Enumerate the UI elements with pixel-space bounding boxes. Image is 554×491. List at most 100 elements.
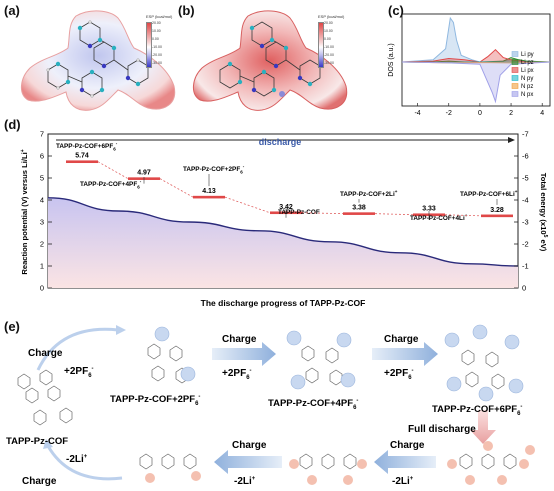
energy-level-bar [193,195,225,199]
esp-tick-a: -20.00 [152,53,162,57]
minus-2li-arc-bottom: -2Li+ [66,454,88,465]
state-sub: 6 [517,411,521,417]
dos-series-line [401,61,551,104]
dos-plot-frame [401,13,551,107]
energy-level-value: 4.13 [202,188,216,195]
esp-tick-a: -30.00 [152,61,162,65]
left-tick-label: 6 [40,152,44,161]
right-tick-label: -4 [522,196,529,205]
energy-level-label-sup: + [395,189,398,194]
energy-level-label-text: TAPP-Pz-COF+6PF [56,143,113,150]
state-sup: - [356,398,358,404]
charge-label-4: Charge [232,440,267,451]
charge-arrow-4 [214,450,282,474]
dos-x-tick-label: 4 [540,110,544,117]
li-sup: + [410,476,414,482]
esp-colorbar-a [146,22,152,68]
panel-label-c: (c) [388,3,404,18]
esp-tick-a: 20.00 [152,21,161,25]
li-text: -2Li [234,476,252,487]
state-sup: - [198,394,200,400]
right-tick-label: -2 [522,240,529,249]
potential-ylabel-left: Reaction potential (V) versus Li/Li+ [20,149,29,274]
right-tick-label: -7 [522,130,529,139]
left-tick-label: 7 [40,130,44,139]
energy-level-label: TAPP-Pz-COF+4PF6- [80,179,142,190]
energy-level-label: TAPP-Pz-COF [278,209,320,216]
dos-legend-label: N py [521,76,533,82]
esp-tick-b: 20.00 [324,21,333,25]
li-sup: + [84,454,88,460]
energy-level-label-text: TAPP-Pz-COF+4PF [80,181,137,188]
left-tick-label: 0 [40,284,44,293]
charge-arc-top-head [116,325,126,335]
li-sup: + [252,476,256,482]
molecule-2pf [147,343,189,384]
discharge-label: discharge [259,137,302,147]
energy-level-label-sup: - [140,179,142,184]
right-tick-label: -6 [522,152,529,161]
li-ions-a [145,471,201,483]
esp-tick-b: -30.00 [324,61,334,65]
energy-level-connector [301,212,344,215]
dos-legend-swatch [511,83,519,89]
left-tick-label: 2 [40,240,44,249]
pf6-ions-s6 [444,324,524,402]
energy-level-value: 3.38 [352,205,366,212]
energy-level-label-sub: 6 [240,170,243,175]
dos-legend-label: N px [521,92,533,98]
left-tick-label: 5 [40,174,44,183]
dos-x-tick-label: 0 [478,110,482,117]
dos-ylabel: DOS (a.u.) [388,43,395,76]
energy-level-label-text: TAPP-Pz-COF+2Li [340,191,395,198]
panel-label-d: (d) [4,117,21,132]
pf-sup: - [250,368,252,374]
pf6-ions-s2 [154,326,196,382]
energy-level-bar [481,214,513,218]
right-tick-label: -1 [522,262,529,271]
plus-2pf-1: +2PF6- [222,368,252,381]
state-sub: 6 [195,401,199,407]
dos-legend-label: Li pz [521,60,534,66]
esp-tick-b: -20.00 [324,53,334,57]
esp-map-a [21,10,176,111]
state-sub: 6 [353,405,357,411]
charge-label-arc-bottom: Charge [22,476,57,487]
minus-2li-4: -2Li+ [234,476,256,487]
plus-2pf-arc-top: +2PF6- [64,366,94,379]
charge-arc-bottom [46,445,123,481]
molecule-6pf [461,349,505,390]
molecule-4pf [301,345,343,386]
dos-series-line [402,57,551,63]
left-tick-label: 3 [40,218,44,227]
energy-level-label: TAPP-Pz-COF+2PF6- [183,164,245,175]
energy-level-label-text: TAPP-Pz-COF+4Li [410,215,465,222]
potential-ylabel-right: Total energy (x105 eV) [539,173,548,252]
esp-caption-b: ESP (kcal/mol) [318,14,345,19]
discharge-arrowhead [508,137,515,143]
right-tick-label: 0 [522,284,526,293]
esp-tick-b: -10.00 [324,45,334,49]
energy-level-label: TAPP-Pz-COF+6Li+ [460,189,518,198]
state-2pf: TAPP-Pz-COF+2PF6- [110,394,200,407]
li-text: -2Li [392,476,410,487]
charge-arc-top [36,327,119,371]
esp-tick-a: 0.00 [152,37,159,41]
charge-arrow-3 [374,450,436,474]
molecule-li-a [139,453,197,470]
panel-label-a: (a) [4,3,20,18]
full-discharge-arrow [470,410,496,444]
potential-chart: 5.74TAPP-Pz-COF+6PF6-4.97TAPP-Pz-COF+4PF… [20,130,548,309]
molecule-li-b [299,453,357,470]
state-sup: - [520,404,522,410]
energy-level-value: 3.33 [422,206,436,213]
energy-level-connector [159,178,194,198]
charge-arrow-2 [372,342,438,366]
li-ions-c [447,441,535,485]
esp-tick-b: 0.00 [324,37,331,41]
molecule-base [17,369,73,426]
energy-level-bar [66,160,98,164]
right-tick-label: -3 [522,218,529,227]
dos-legend-swatch [511,59,519,65]
pf-sub: 6 [408,375,412,381]
